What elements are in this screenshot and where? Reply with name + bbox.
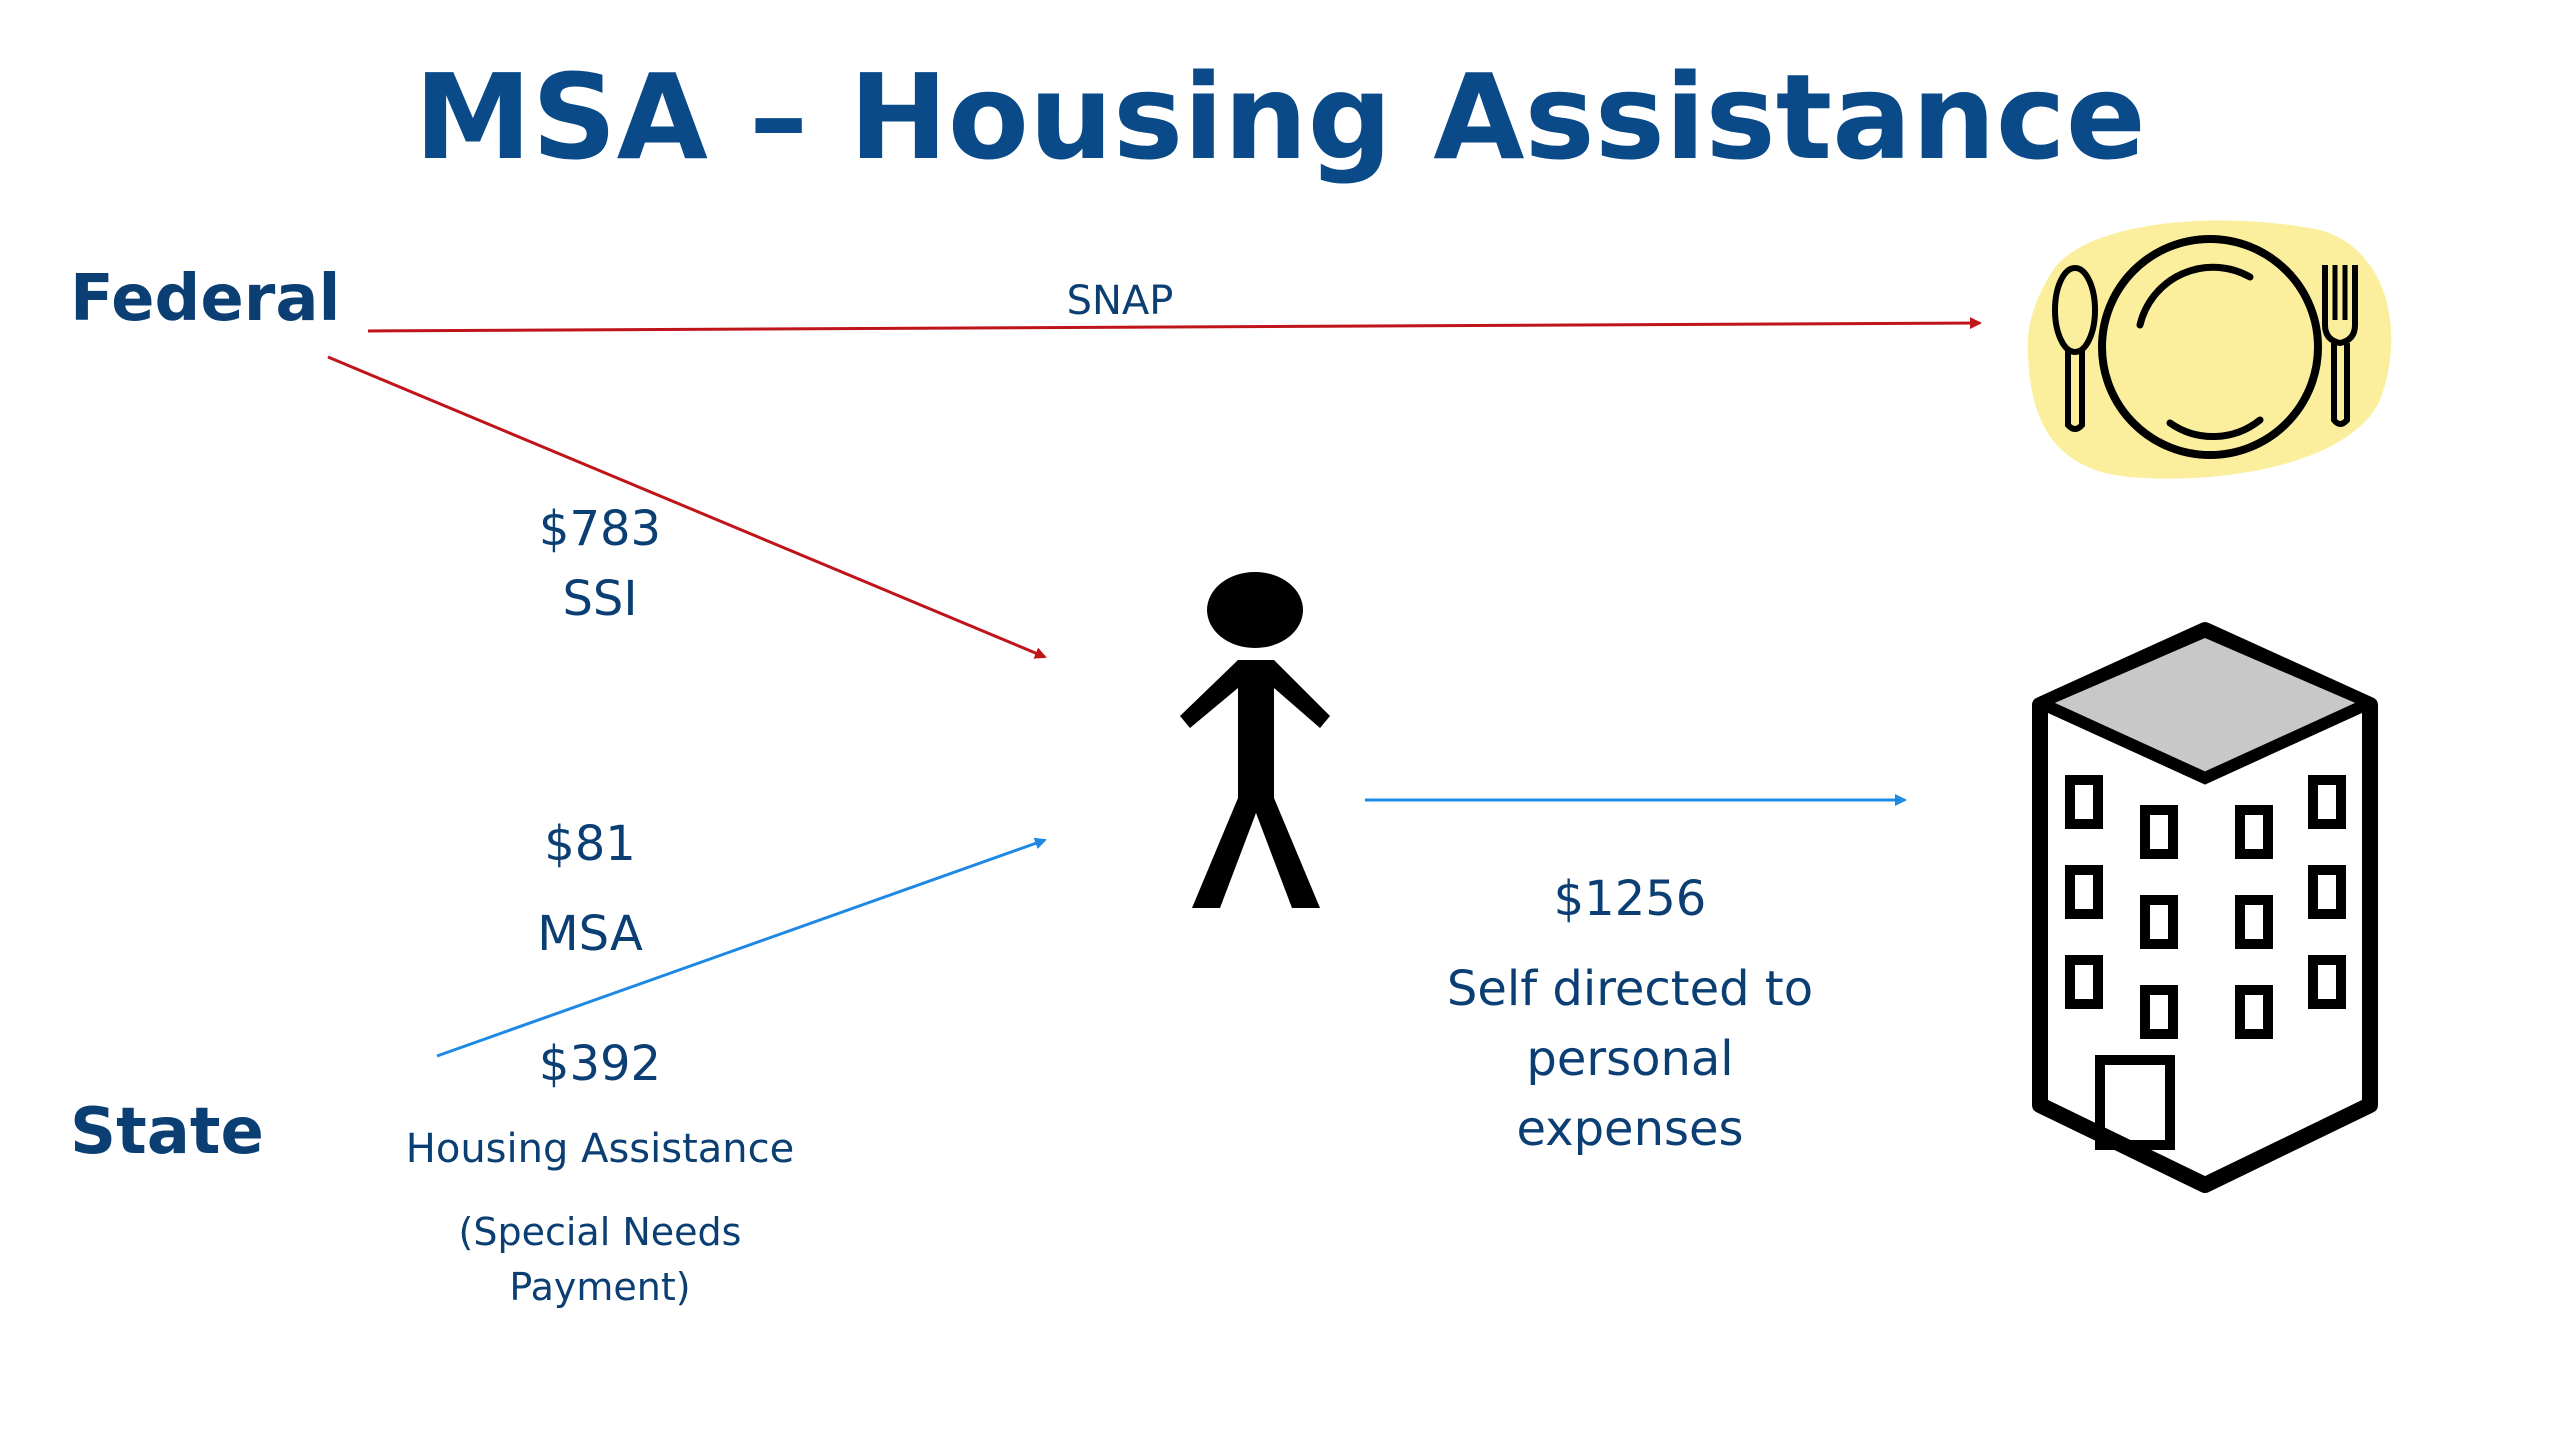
- ssi-arrow: [327, 355, 1047, 659]
- personal-amount: $1256: [1553, 871, 1707, 927]
- snap-arrow: [367, 317, 1982, 333]
- housing-note-line1: (Special Needs: [458, 1210, 742, 1254]
- state-to-person-arrow: [436, 837, 1047, 1058]
- state-label: State: [70, 1095, 264, 1169]
- housing-label: Housing Assistance: [405, 1126, 795, 1172]
- federal-label: Federal: [70, 262, 341, 336]
- page-title: MSA – Housing Assistance: [414, 48, 2146, 186]
- person-icon: [1180, 572, 1330, 908]
- ssi-amount: $783: [538, 501, 662, 557]
- housing-amount: $392: [538, 1036, 662, 1092]
- personal-line2: personal: [1526, 1031, 1734, 1087]
- personal-line3: expenses: [1516, 1101, 1744, 1157]
- ssi-label: SSI: [562, 571, 638, 627]
- building-icon: [2032, 622, 2378, 1193]
- housing-note-line2: Payment): [509, 1265, 691, 1309]
- plate-icon: [2027, 220, 2392, 479]
- msa-label: MSA: [537, 906, 643, 962]
- snap-label: SNAP: [1066, 278, 1174, 324]
- msa-amount: $81: [544, 816, 636, 872]
- personal-line1: Self directed to: [1446, 961, 1814, 1017]
